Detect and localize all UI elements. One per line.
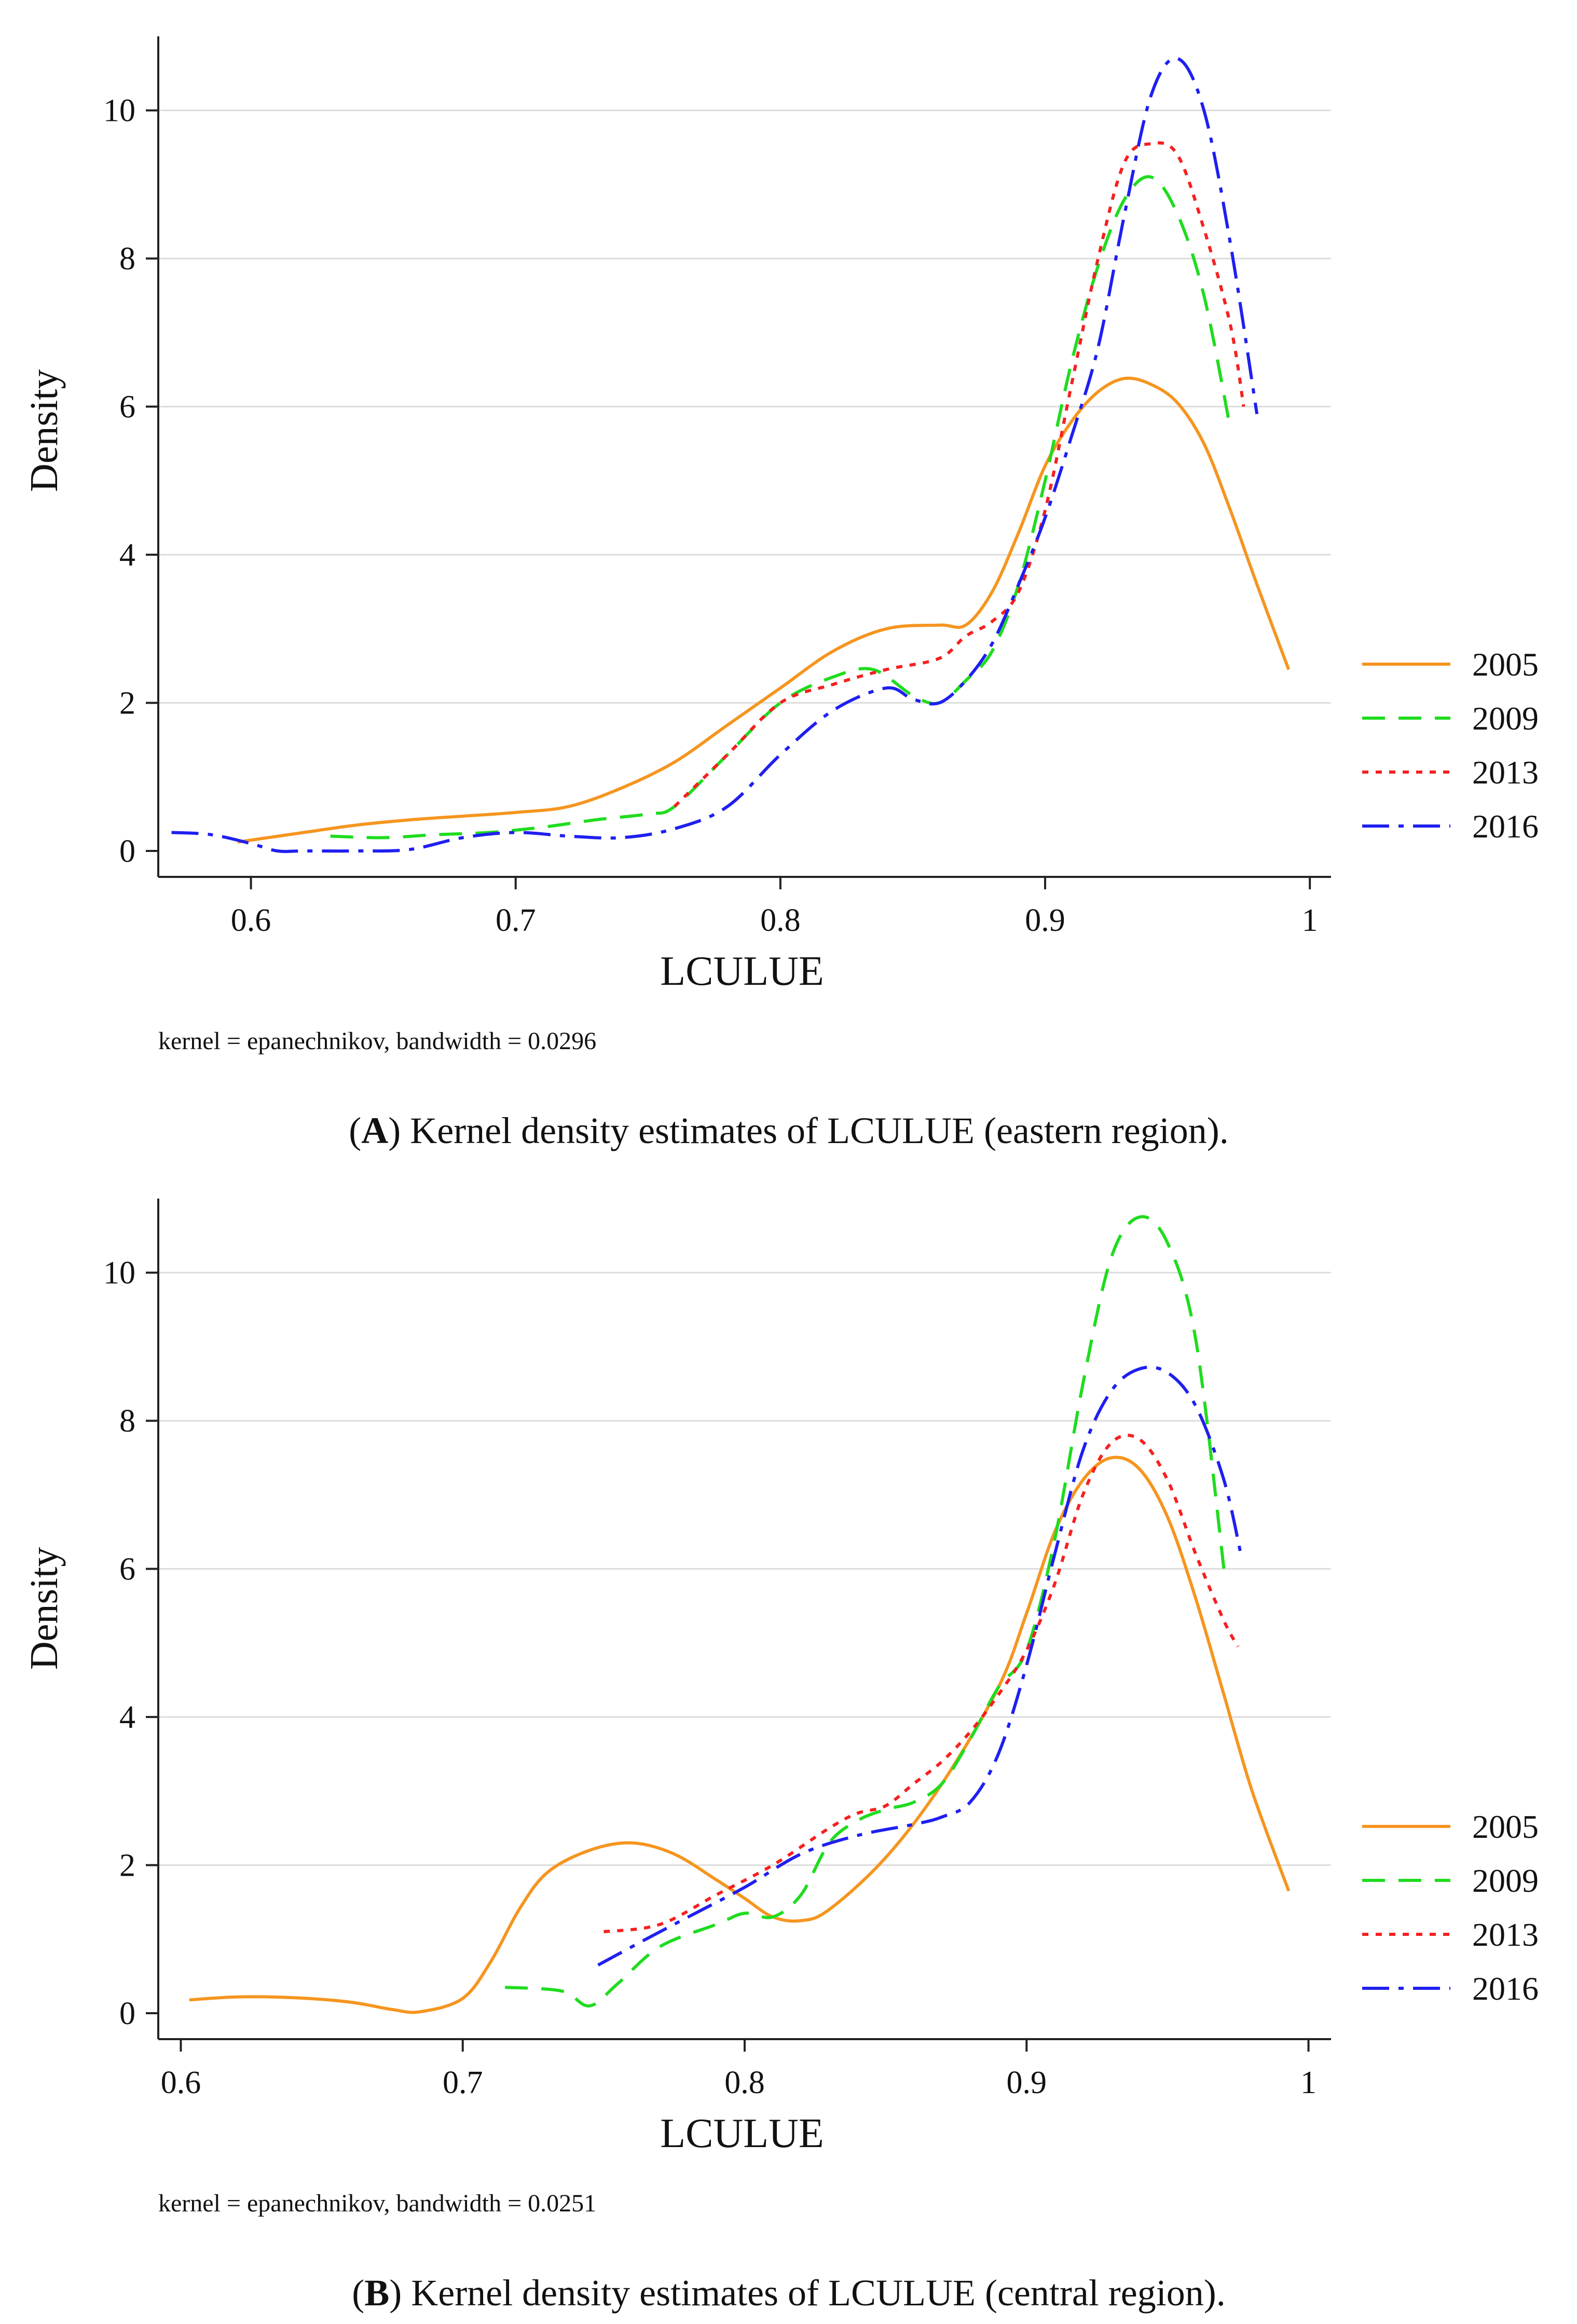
density-line-b-2005 [189, 1455, 1291, 2014]
x-tick-label-a-4: 1 [1302, 903, 1318, 938]
legend-label-a-2005: 2005 [1472, 646, 1539, 683]
x-tick-label-a-2: 0.8 [760, 903, 801, 938]
legend-label-b-2005: 2005 [1472, 1808, 1539, 1845]
x-ticks-a: 0.6 0.7 0.8 0.9 1 [231, 877, 1318, 938]
legend-label-b-2013: 2013 [1472, 1916, 1539, 1953]
legend-label-a-2016: 2016 [1472, 808, 1539, 845]
chart-panel-b: 0.6 0.7 0.8 0.9 1 0 2 4 6 8 10 LCULUE Density ker… [22, 1199, 1539, 2314]
y-tick-label-a-5: 10 [103, 93, 135, 129]
y-tick-label-a-3: 6 [119, 390, 135, 425]
kernel-note-a: kernel = epanechnikov, bandwidth = 0.029… [158, 1027, 596, 1055]
y-tick-label-a-0: 0 [119, 834, 135, 869]
density-lines-b [189, 1215, 1291, 2014]
y-tick-label-a-1: 2 [119, 686, 135, 721]
y-axis-label-a: Density [22, 369, 66, 492]
x-tick-label-a-0: 0.6 [231, 903, 271, 938]
x-tick-label-b-2: 0.8 [724, 2065, 765, 2100]
y-tick-label-b-4: 8 [119, 1404, 135, 1439]
legend-a: 2005 2009 2013 2016 [1362, 646, 1539, 845]
y-tick-label-a-2: 4 [119, 538, 135, 573]
y-ticks-b: 0 2 4 6 8 10 [103, 1256, 158, 2031]
legend-label-a-2009: 2009 [1472, 700, 1539, 737]
y-tick-label-a-4: 8 [119, 241, 135, 277]
x-ticks-b: 0.6 0.7 0.8 0.9 1 [161, 2039, 1317, 2100]
y-tick-label-b-5: 10 [103, 1256, 135, 1291]
y-tick-label-b-3: 6 [119, 1552, 135, 1587]
legend-label-b-2009: 2009 [1472, 1862, 1539, 1899]
x-tick-label-a-1: 0.7 [496, 903, 536, 938]
density-line-a-2013 [673, 141, 1245, 808]
x-axis-label-a: LCULUE [660, 948, 824, 994]
y-ticks-a: 0 2 4 6 8 10 [103, 93, 158, 869]
x-axis-label-b: LCULUE [660, 2111, 824, 2156]
x-tick-label-b-0: 0.6 [161, 2065, 201, 2100]
kernel-note-b: kernel = epanechnikov, bandwidth = 0.025… [158, 2190, 596, 2217]
legend-b: 2005 2009 2013 2016 [1362, 1808, 1539, 2007]
x-tick-label-b-4: 1 [1300, 2065, 1317, 2100]
density-line-a-2005 [237, 376, 1291, 844]
legend-label-a-2013: 2013 [1472, 754, 1539, 791]
density-lines-a [171, 57, 1291, 854]
y-tick-label-b-0: 0 [119, 1996, 135, 2031]
gridlines-a [158, 109, 1331, 704]
x-tick-label-a-3: 0.9 [1025, 903, 1065, 938]
x-tick-label-b-1: 0.7 [443, 2065, 483, 2100]
gridlines-b [158, 1272, 1331, 1866]
legend-label-b-2016: 2016 [1472, 1970, 1539, 2007]
density-line-b-2013 [604, 1434, 1240, 1933]
y-tick-label-b-2: 4 [119, 1700, 135, 1735]
x-tick-label-b-3: 0.9 [1007, 2065, 1047, 2100]
caption-b: (B) Kernel density estimates of LCULUE (… [352, 2272, 1225, 2314]
caption-a: (A) Kernel density estimates of LCULUE (… [349, 1110, 1228, 1151]
y-tick-label-b-1: 2 [119, 1848, 135, 1883]
density-line-a-2016 [171, 57, 1259, 854]
y-axis-label-b: Density [22, 1547, 66, 1670]
density-line-b-2009 [505, 1215, 1226, 2007]
density-line-b-2016 [597, 1365, 1243, 1967]
chart-panel-a: 0.6 0.7 0.8 0.9 1 0 2 4 6 8 10 LCULUE Density ker… [22, 36, 1539, 1151]
